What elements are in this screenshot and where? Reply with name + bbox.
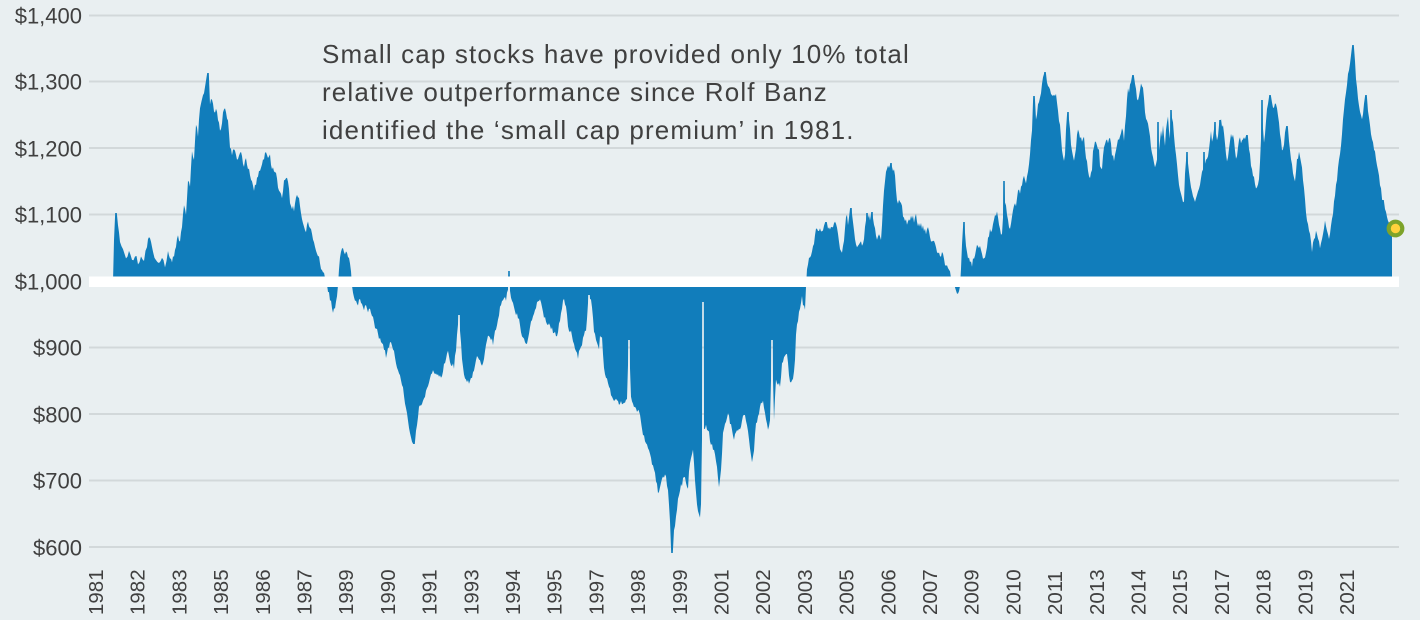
svg-text:2009: 2009: [961, 569, 984, 615]
svg-text:1983: 1983: [168, 569, 191, 615]
svg-text:2006: 2006: [877, 569, 900, 615]
svg-text:1995: 1995: [544, 569, 567, 615]
svg-text:2021: 2021: [1336, 569, 1359, 615]
svg-text:2017: 2017: [1211, 569, 1234, 615]
svg-text:1994: 1994: [502, 569, 525, 615]
svg-text:2015: 2015: [1169, 569, 1192, 615]
svg-text:$600: $600: [33, 536, 82, 561]
svg-text:1985: 1985: [210, 569, 233, 615]
svg-text:1993: 1993: [460, 569, 483, 615]
svg-text:$1,400: $1,400: [15, 4, 82, 29]
svg-text:1982: 1982: [127, 569, 150, 615]
svg-text:1987: 1987: [294, 569, 317, 615]
svg-text:1999: 1999: [669, 569, 692, 615]
svg-text:2002: 2002: [752, 569, 775, 615]
svg-text:2010: 2010: [1002, 569, 1025, 615]
svg-text:2013: 2013: [1086, 569, 1109, 615]
svg-text:$1,000: $1,000: [15, 270, 82, 295]
svg-text:$900: $900: [33, 336, 82, 361]
svg-text:1981: 1981: [85, 569, 108, 615]
svg-text:2014: 2014: [1128, 569, 1151, 615]
svg-text:$1,200: $1,200: [15, 137, 82, 162]
svg-text:1991: 1991: [419, 569, 442, 615]
svg-text:$800: $800: [33, 403, 82, 428]
svg-text:2005: 2005: [836, 569, 859, 615]
svg-text:2011: 2011: [1044, 571, 1067, 615]
svg-text:1986: 1986: [252, 569, 275, 615]
svg-text:2019: 2019: [1294, 569, 1317, 615]
svg-text:1998: 1998: [627, 569, 650, 615]
svg-text:1990: 1990: [377, 569, 400, 615]
svg-text:$700: $700: [33, 469, 82, 494]
svg-text:2003: 2003: [794, 569, 817, 615]
svg-text:1989: 1989: [335, 569, 358, 615]
svg-text:$1,100: $1,100: [15, 203, 82, 228]
svg-text:2001: 2001: [711, 569, 734, 615]
svg-text:1997: 1997: [585, 569, 608, 615]
svg-text:2007: 2007: [919, 569, 942, 615]
svg-text:2018: 2018: [1253, 569, 1276, 615]
svg-text:$1,300: $1,300: [15, 70, 82, 95]
